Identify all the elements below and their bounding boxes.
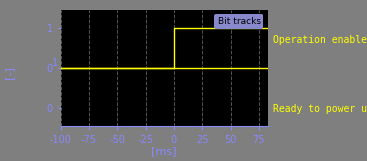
Text: Ready to power up: Ready to power up xyxy=(273,104,367,114)
Text: [-]: [-] xyxy=(4,66,14,79)
Text: Operation enabled: Operation enabled xyxy=(273,35,367,45)
Text: 1: 1 xyxy=(52,58,58,68)
X-axis label: [ms]: [ms] xyxy=(152,146,177,156)
Legend: Bit tracks: Bit tracks xyxy=(214,14,264,29)
